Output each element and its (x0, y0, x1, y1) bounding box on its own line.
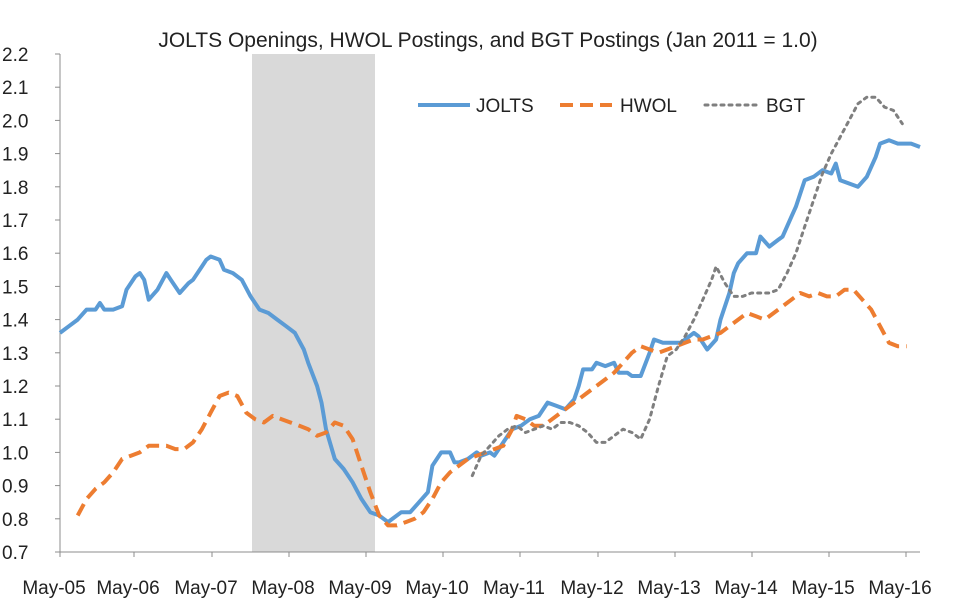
series-line-bgt (470, 95, 904, 478)
series-line-hwol (75, 287, 907, 528)
chart-title: JOLTS Openings, HWOL Postings, and BGT P… (158, 29, 817, 52)
y-tick-label: 1.7 (2, 211, 28, 232)
y-tick-label: 1.4 (2, 311, 29, 332)
y-tick-label: 2.2 (2, 45, 28, 66)
x-tick-label: May-11 (483, 578, 545, 599)
series-layer (58, 95, 921, 528)
y-tick-label: 2.1 (2, 78, 28, 99)
x-tick-label: May-07 (174, 578, 237, 599)
x-tick-label: May-13 (637, 578, 700, 599)
y-tick-label: 0.7 (2, 543, 28, 564)
x-tick-label: May-14 (714, 578, 778, 599)
y-tick-label: 0.8 (2, 510, 28, 531)
y-tick-label: 1.0 (2, 443, 28, 464)
x-tick-label: May-15 (791, 578, 854, 599)
y-tick-label: 0.9 (2, 477, 28, 498)
x-tick-label: May-06 (96, 578, 159, 599)
x-tick-label: May-05 (22, 578, 85, 599)
x-tick-label: May-12 (560, 578, 623, 599)
y-tick-label: 1.1 (2, 410, 28, 431)
recession-band (252, 54, 375, 552)
series-line-jolts (58, 138, 921, 525)
legend-label-bgt: BGT (766, 96, 805, 117)
y-tick-label: 1.5 (2, 277, 28, 298)
x-tick-label: May-10 (405, 578, 468, 599)
y-tick-label: 1.3 (2, 344, 28, 365)
y-tick-label: 1.2 (2, 377, 28, 398)
axis-layer: 0.7 0.8 0.9 1.0 1.1 1.2 1.3 1.4 1.5 1.6 1.7 1.8 1.9 2… (2, 45, 932, 599)
legend: JOLTS HWOL BGT (418, 96, 805, 117)
y-tick-label: 1.9 (2, 145, 28, 166)
y-tick-label: 1.6 (2, 244, 28, 265)
x-tick-label: May-16 (868, 578, 931, 599)
recession-band-layer (252, 54, 375, 552)
x-tick-label: May-09 (328, 578, 391, 599)
x-tick-label: May-08 (251, 578, 314, 599)
y-tick-label: 2.0 (2, 111, 28, 132)
legend-label-hwol: HWOL (620, 96, 677, 117)
y-tick-label: 1.8 (2, 178, 28, 199)
legend-label-jolts: JOLTS (476, 96, 534, 117)
